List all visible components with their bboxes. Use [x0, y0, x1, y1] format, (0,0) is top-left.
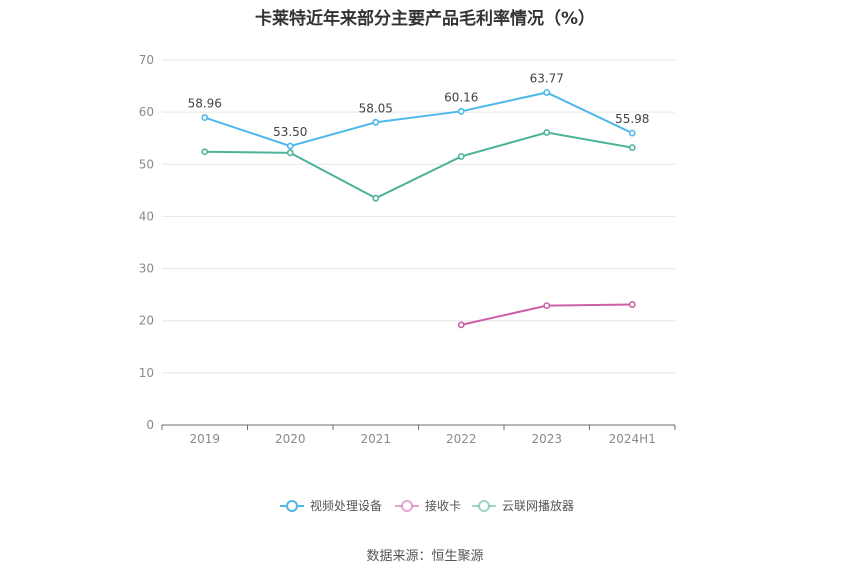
series-1: [457, 301, 636, 329]
x-tick-label: 2023: [531, 432, 562, 446]
legend-label: 云联网播放器: [502, 498, 574, 513]
legend-label: 视频处理设备: [310, 498, 382, 513]
x-tick-label: 2021: [360, 432, 391, 446]
source-note: 数据来源：恒生聚源: [366, 549, 484, 564]
y-tick-label: 30: [139, 262, 154, 276]
legend: 视频处理设备 接收卡 云联网播放器: [280, 498, 574, 513]
gridlines: [162, 59, 675, 374]
chart-title: 卡莱特近年来部分主要产品毛利率情况（%）: [254, 9, 596, 29]
y-tick-label: 10: [139, 366, 154, 380]
data-label: 55.98: [615, 112, 649, 126]
data-label: 58.96: [188, 97, 222, 111]
x-tick-label: 2019: [189, 432, 220, 446]
data-point: [372, 194, 380, 202]
data-label: 63.77: [530, 71, 564, 85]
legend-marker: [478, 500, 490, 512]
x-axis: 2019 2020 2021 2022 2023 2024H1: [161, 424, 676, 446]
data-point: [543, 302, 551, 309]
data-point: [457, 321, 465, 329]
data-point: [201, 148, 209, 156]
data-point: [628, 129, 636, 137]
legend-marker: [286, 500, 298, 512]
legend-item: 视频处理设备: [280, 498, 382, 513]
data-point: [543, 129, 551, 136]
y-tick-label: 20: [139, 314, 154, 328]
series-0: 58.96 53.50 58.05 60.16 63.77 55.98: [188, 71, 649, 150]
x-tick-label: 2020: [275, 432, 306, 446]
series-2: [201, 129, 636, 202]
data-point: [457, 107, 465, 115]
y-tick-label: 60: [139, 105, 154, 119]
data-point: [628, 144, 636, 151]
series-line: [204, 91, 633, 148]
x-tick-label: 2022: [446, 432, 477, 446]
y-tick-label: 40: [139, 209, 154, 223]
legend-marker: [401, 500, 413, 512]
series-group: 58.96 53.50 58.05 60.16 63.77 55.98: [188, 71, 649, 329]
series-line: [204, 131, 633, 200]
data-point: [457, 153, 465, 160]
y-axis: 0 10 20 30 40 50 60 70: [139, 53, 154, 432]
legend-label: 接收卡: [425, 498, 461, 513]
data-point: [286, 149, 294, 157]
data-label: 60.16: [444, 90, 478, 104]
data-point: [543, 89, 551, 96]
y-tick-label: 70: [139, 53, 154, 67]
y-tick-label: 0: [146, 418, 154, 432]
data-point: [201, 114, 209, 121]
x-tick-label: 2024H1: [609, 432, 656, 446]
data-point: [372, 118, 380, 126]
data-label: 53.50: [273, 125, 307, 139]
data-point: [286, 142, 294, 150]
data-point: [628, 301, 636, 308]
y-tick-label: 50: [139, 157, 154, 171]
legend-item: 接收卡: [395, 498, 461, 513]
legend-item: 云联网播放器: [472, 498, 574, 513]
data-label: 58.05: [359, 101, 393, 115]
